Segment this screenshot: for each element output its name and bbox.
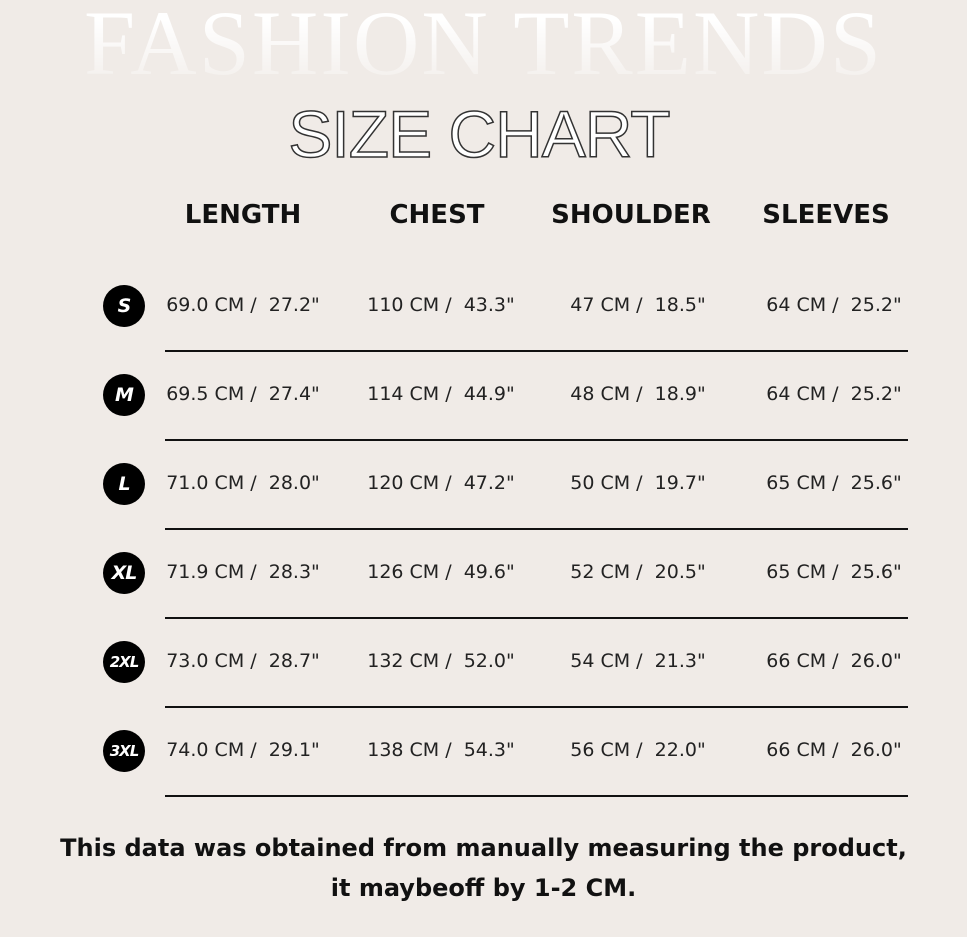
table-row: 2XL 73.0 CM / 28.7" 132 CM / 52.0" 54 CM / … [0, 641, 967, 750]
table-cell: 65 CM / 25.6" [766, 472, 902, 494]
table-cell: 64 CM / 25.2" [766, 294, 902, 316]
table-cell: 138 CM / 54.3" [367, 739, 515, 761]
table-cell: 50 CM / 19.7" [570, 472, 706, 494]
table-cell: 54 CM / 21.3" [570, 650, 706, 672]
size-badge: M [103, 374, 145, 416]
row-divider [165, 617, 908, 619]
column-header-chest: CHEST [389, 200, 485, 230]
table-cell: 120 CM / 47.2" [367, 472, 515, 494]
size-badge: 3XL [103, 730, 145, 772]
table-cell: 69.5 CM / 27.4" [166, 383, 320, 405]
size-badge: XL [103, 552, 145, 594]
table-cell: 48 CM / 18.9" [570, 383, 706, 405]
table-row: M 69.5 CM / 27.4" 114 CM / 44.9" 48 CM / 18… [0, 374, 967, 483]
row-divider [165, 528, 908, 530]
table-row: L 71.0 CM / 28.0" 120 CM / 47.2" 50 CM / 19… [0, 463, 967, 572]
row-divider [165, 350, 908, 352]
column-header-length: LENGTH [184, 200, 302, 230]
page-title: SIZE CHART [288, 96, 672, 172]
table-row: 3XL 74.0 CM / 29.1" 138 CM / 54.3" 56 CM / … [0, 730, 967, 839]
table-cell: 73.0 CM / 28.7" [166, 650, 320, 672]
table-cell: 66 CM / 26.0" [766, 650, 902, 672]
table-cell: 65 CM / 25.6" [766, 561, 902, 583]
size-badge: S [103, 285, 145, 327]
table-cell: 110 CM / 43.3" [367, 294, 515, 316]
column-header-sleeves: SLEEVES [762, 200, 890, 230]
table-cell: 71.0 CM / 28.0" [166, 472, 320, 494]
table-cell: 126 CM / 49.6" [367, 561, 515, 583]
table-cell: 69.0 CM / 27.2" [166, 294, 320, 316]
row-divider [165, 795, 908, 797]
size-badge: L [103, 463, 145, 505]
column-header-shoulder: SHOULDER [551, 200, 711, 230]
table-cell: 56 CM / 22.0" [570, 739, 706, 761]
table-cell: 71.9 CM / 28.3" [166, 561, 320, 583]
table-cell: 64 CM / 25.2" [766, 383, 902, 405]
table-cell: 74.0 CM / 29.1" [166, 739, 320, 761]
table-cell: 66 CM / 26.0" [766, 739, 902, 761]
table-cell: 114 CM / 44.9" [367, 383, 515, 405]
measurement-note: This data was obtained from manually mea… [60, 834, 907, 902]
table-cell: 52 CM / 20.5" [570, 561, 706, 583]
row-divider [165, 439, 908, 441]
table-row: XL 71.9 CM / 28.3" 126 CM / 49.6" 52 CM / 2… [0, 552, 967, 661]
table-cell: 132 CM / 52.0" [367, 650, 515, 672]
row-divider [165, 706, 908, 708]
background-watermark-title: FASHION TRENDS [0, 0, 967, 89]
size-badge: 2XL [103, 641, 145, 683]
table-cell: 47 CM / 18.5" [570, 294, 706, 316]
table-row: S 69.0 CM / 27.2" 110 CM / 43.3" 47 CM / 18… [0, 285, 967, 394]
